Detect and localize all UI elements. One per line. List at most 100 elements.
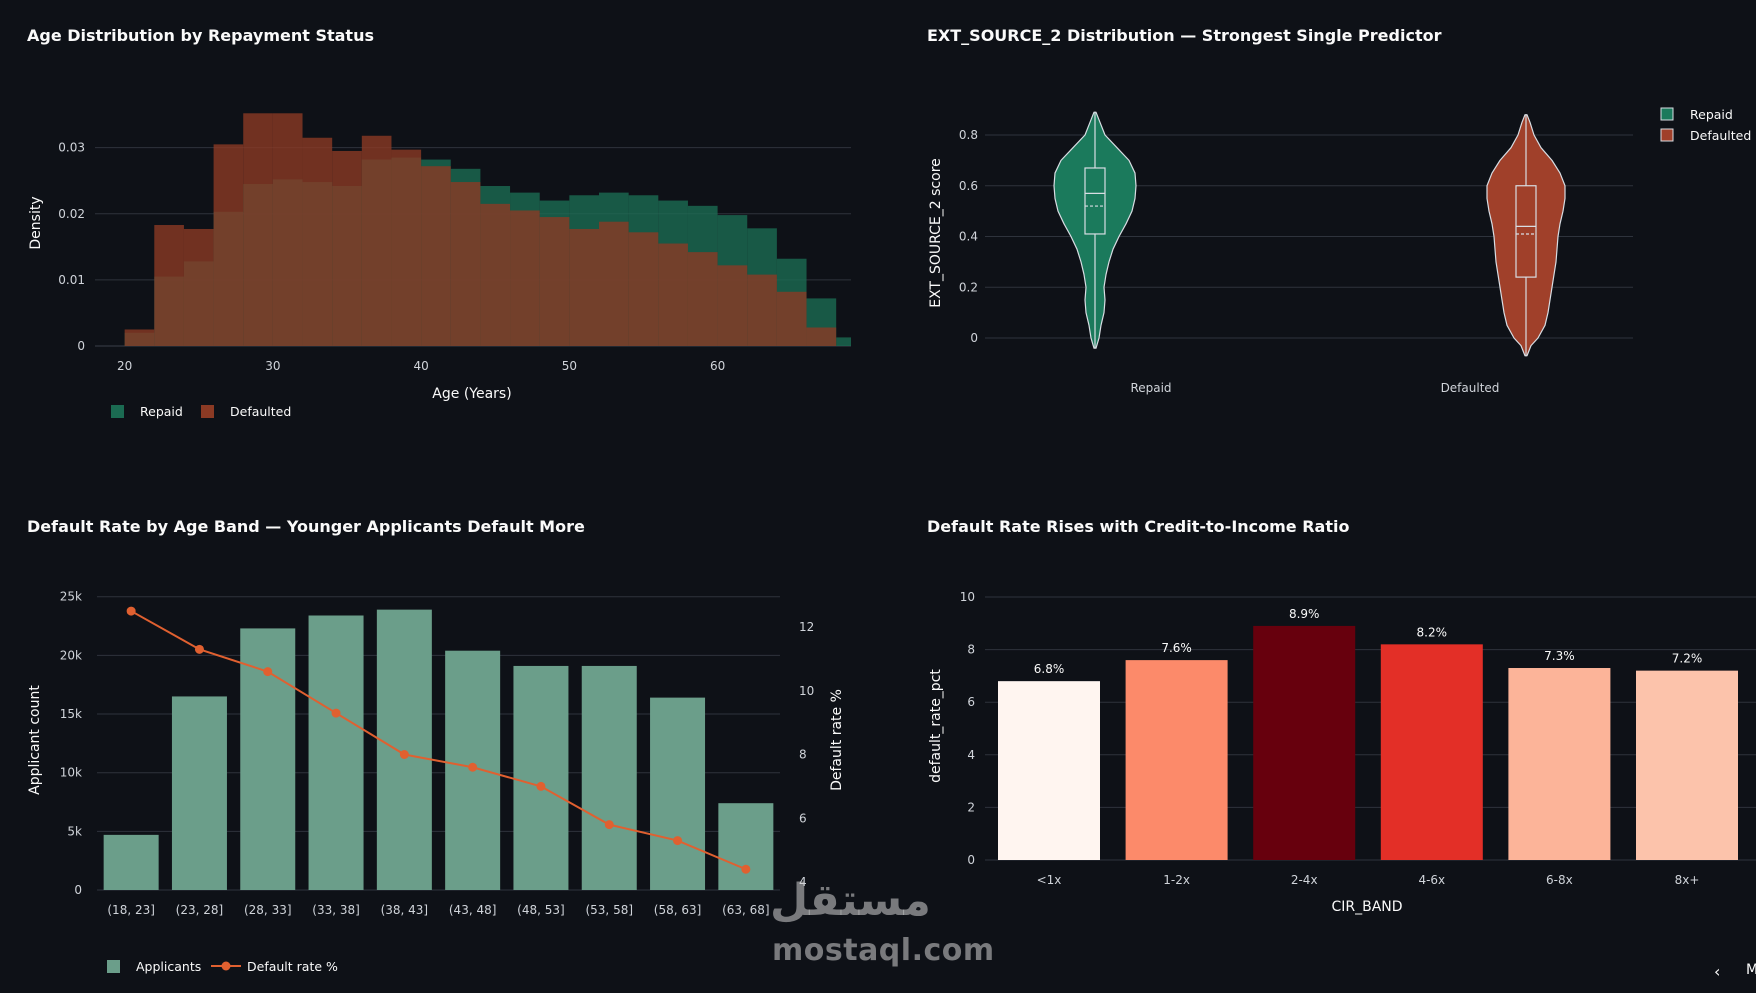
y2-tick-label: 8 [799, 748, 807, 762]
default-rate-point [468, 762, 478, 772]
nav-next-label[interactable]: M [1746, 962, 1756, 978]
x-tick-label: 50 [562, 359, 577, 373]
y-tick-label: 0.03 [58, 141, 85, 155]
histogram-bar-defaulted [539, 217, 570, 346]
chart3-y2-axis-title: Default rate % [829, 689, 845, 791]
histogram-bar-defaulted [332, 150, 362, 346]
default-rate-point [126, 606, 136, 616]
violin-box [1515, 185, 1537, 278]
x-tick-label: (53, 58] [585, 903, 633, 917]
x-tick-label: 40 [413, 359, 428, 373]
x-tick-label: (48, 53] [517, 903, 565, 917]
histogram-bar-defaulted [243, 113, 273, 347]
histogram-bar-defaulted [361, 135, 392, 346]
x-tick-label: 6-8x [1546, 873, 1573, 887]
histogram-bar-defaulted [183, 228, 214, 346]
bar-applicants [718, 803, 774, 890]
default-rate-point [194, 644, 204, 654]
x-tick-label: 60 [710, 359, 725, 373]
legend-label: Applicants [136, 959, 201, 974]
chart2-y-axis-title: EXT_SOURCE_2 score [928, 158, 944, 308]
legend-label: Repaid [140, 404, 183, 419]
histogram-bar-defaulted [421, 166, 451, 346]
bar-data-label: 8.9% [1289, 607, 1320, 621]
y-tick-label: 0.01 [58, 273, 85, 287]
histogram-bar-defaulted [510, 210, 540, 346]
x-tick-label: 4-6x [1418, 873, 1445, 887]
bar-applicants [308, 615, 364, 890]
bar-applicants [581, 665, 637, 890]
x-tick-label: 20 [117, 359, 132, 373]
chart4-title: Default Rate Rises with Credit-to-Income… [927, 517, 1350, 536]
x-tick-label: 2-4x [1291, 873, 1318, 887]
y-tick-label: 0 [970, 331, 978, 345]
y-tick-label: 25k [60, 590, 82, 604]
x-tick-label: Repaid [1130, 381, 1171, 395]
chart2-title: EXT_SOURCE_2 Distribution — Strongest Si… [927, 26, 1442, 45]
chart1-y-axis-title: Density [28, 196, 44, 249]
bar-cir-4 [1508, 668, 1611, 860]
y-tick-label: 0.4 [959, 230, 978, 244]
histogram-bar-defaulted [687, 252, 718, 346]
bar-cir-5 [1636, 670, 1738, 860]
y-tick-label: 20k [60, 648, 82, 662]
legend-marker-default-rate [221, 961, 231, 971]
histogram-bar-defaulted [599, 221, 629, 346]
x-tick-label: 8x+ [1675, 873, 1700, 887]
legend-label: Defaulted [1690, 128, 1751, 143]
default-rate-point [399, 750, 409, 759]
chevron-left-icon[interactable]: ‹ [1714, 962, 1721, 981]
violin-box [1084, 167, 1106, 235]
histogram-bar-defaulted [747, 274, 777, 346]
histogram-bar-defaulted [480, 203, 511, 346]
chart3-title: Default Rate by Age Band — Younger Appli… [27, 517, 585, 536]
histogram-bar-defaulted [154, 225, 184, 346]
legend-swatch-repaid [1660, 107, 1674, 121]
bar-applicants [650, 697, 706, 890]
y2-tick-label: 12 [799, 620, 814, 634]
histogram-bar-defaulted [124, 329, 155, 346]
histogram-bar-defaulted [717, 265, 748, 346]
bar-data-label: 7.6% [1161, 641, 1192, 655]
histogram-bar-defaulted [806, 327, 837, 346]
bar-data-label: 7.2% [1672, 652, 1703, 666]
y-tick-label: 0.8 [959, 128, 978, 142]
default-rate-point [604, 820, 614, 830]
x-tick-label: (58, 63] [654, 903, 702, 917]
y-tick-label: 0 [77, 339, 85, 353]
bar-cir-1 [1125, 660, 1228, 860]
y-tick-label: 0.2 [959, 280, 978, 294]
chart4-y-axis-title: default_rate_pct [928, 669, 944, 783]
chart4-x-axis-title: CIR_BAND [1331, 899, 1402, 915]
default-rate-point [673, 836, 683, 846]
legend-swatch-defaulted [1660, 128, 1674, 142]
bar-applicants [171, 696, 227, 890]
default-rate-point [263, 667, 273, 677]
bar-data-label: 8.2% [1417, 625, 1448, 639]
y2-tick-label: 6 [799, 811, 807, 825]
histogram-bar-defaulted [302, 137, 333, 346]
bar-data-label: 6.8% [1034, 662, 1065, 676]
default-rate-point [536, 781, 546, 791]
y2-tick-label: 4 [799, 875, 807, 889]
y-tick-label: 6 [967, 695, 975, 709]
legend-swatch-repaid [111, 405, 124, 418]
bar-cir-3 [1380, 644, 1483, 860]
y-tick-label: 5k [67, 824, 82, 838]
histogram-bar-repaid [836, 337, 851, 346]
histogram-bar-defaulted [569, 228, 599, 346]
legend-swatch-defaulted [201, 405, 214, 418]
default-rate-point [741, 864, 751, 874]
y-tick-label: 0 [967, 853, 975, 867]
histogram-bar-defaulted [272, 113, 303, 347]
histogram-bar-defaulted [628, 232, 659, 346]
y-tick-label: 15k [60, 707, 82, 721]
histogram-bar-defaulted [213, 144, 244, 346]
y-tick-label: 0.6 [959, 179, 978, 193]
chart1-title: Age Distribution by Repayment Status [27, 26, 374, 45]
x-tick-label: 1-2x [1163, 873, 1190, 887]
